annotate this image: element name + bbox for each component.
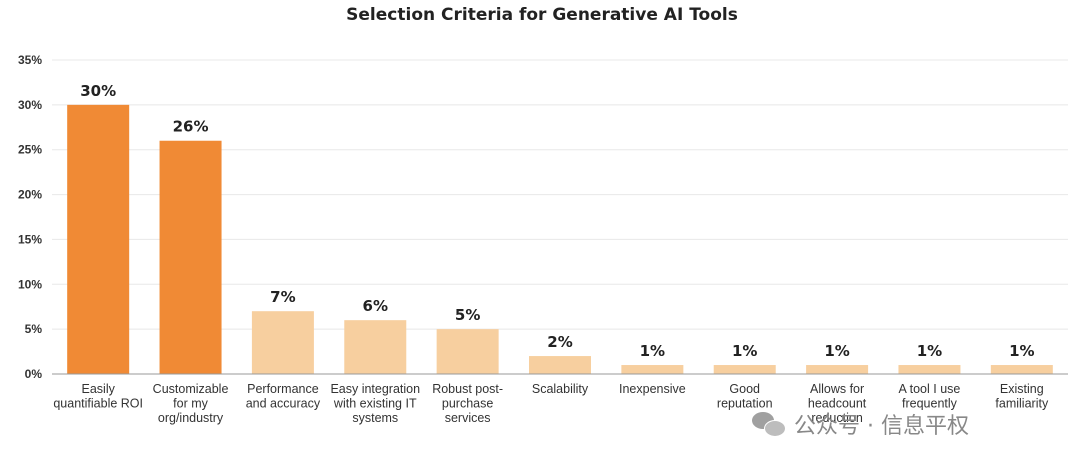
x-category-label-line: Allows for	[810, 382, 864, 396]
watermark: 公众号 · 信息平权	[752, 408, 969, 440]
x-category-label-line: reduction	[811, 411, 862, 425]
x-category-label: A tool I use frequently	[899, 382, 961, 411]
y-tick-label: 0%	[25, 367, 43, 381]
data-label: 2%	[547, 333, 572, 351]
bar	[436, 329, 499, 374]
bar	[67, 104, 130, 374]
x-category-label-line: quantifiable ROI	[53, 397, 143, 411]
data-label: 5%	[455, 306, 480, 324]
x-category-label: Easy integration with existing IT systems	[330, 382, 420, 425]
y-axis-tick-labels: 0% 5% 10% 15% 20% 25% 30% 35%	[18, 53, 42, 381]
x-category-label-line: services	[445, 411, 491, 425]
x-category-label: Customizable for my org/industry	[153, 382, 229, 425]
y-tick-label: 5%	[25, 322, 43, 336]
y-tick-label: 20%	[18, 188, 42, 202]
bars	[67, 104, 1053, 374]
x-category-label: Robust post-purchase services	[432, 382, 503, 425]
x-category-label: Existing familiarity	[995, 382, 1049, 411]
wechat-icon	[752, 410, 786, 438]
x-category-label-line: Performance	[247, 382, 319, 396]
x-category-label: Allows for headcount reduction	[808, 382, 867, 425]
x-category-label-line: Inexpensive	[619, 382, 686, 396]
x-category-label: Performance and accuracy	[246, 382, 321, 411]
x-category-label-line: Good	[729, 382, 760, 396]
x-category-label: Scalability	[532, 382, 589, 396]
x-category-label-line: reputation	[717, 397, 773, 411]
data-label: 1%	[640, 342, 665, 360]
y-tick-label: 10%	[18, 277, 42, 291]
x-category-label-line: Customizable	[153, 382, 229, 396]
x-category-label-line: org/industry	[158, 411, 224, 425]
y-tick-label: 30%	[18, 98, 42, 112]
data-label: 26%	[173, 118, 209, 136]
x-category-label-line: headcount	[808, 397, 867, 411]
bar	[713, 365, 776, 374]
data-label: 6%	[363, 297, 388, 315]
x-category-label-line: and accuracy	[246, 397, 321, 411]
bar	[990, 365, 1053, 374]
x-category-label-line: Scalability	[532, 382, 589, 396]
watermark-text: 公众号 · 信息平权	[794, 414, 969, 439]
x-category-label-line: systems	[352, 411, 398, 425]
bar	[898, 365, 961, 374]
bar	[621, 365, 684, 374]
y-tick-label: 15%	[18, 232, 42, 246]
bar	[806, 365, 869, 374]
data-label: 1%	[917, 342, 942, 360]
x-category-label-line: purchase	[442, 397, 493, 411]
x-category-label-line: Easily	[82, 382, 116, 396]
y-tick-label: 25%	[18, 143, 42, 157]
x-category-label-line: for my	[173, 397, 208, 411]
bar	[251, 311, 314, 374]
x-category-label-line: A tool I use	[899, 382, 961, 396]
data-label: 1%	[732, 342, 757, 360]
x-category-label-line: with existing IT	[333, 397, 417, 411]
x-category-label: Inexpensive	[619, 382, 686, 396]
bar	[159, 140, 222, 374]
data-label: 7%	[270, 288, 295, 306]
x-axis-category-labels: Easily quantifiable ROI Customizable for my…	[53, 382, 1049, 425]
data-label: 1%	[824, 342, 849, 360]
x-category-label-line: Easy integration	[330, 382, 420, 396]
bar	[344, 320, 407, 374]
bar	[529, 356, 591, 374]
x-category-label-line: Existing	[1000, 382, 1044, 396]
y-tick-label: 35%	[18, 53, 42, 67]
x-category-label: Good reputation	[717, 382, 773, 411]
data-label: 1%	[1009, 342, 1034, 360]
x-category-label: Easily quantifiable ROI	[53, 382, 143, 411]
x-category-label-line: familiarity	[995, 397, 1049, 411]
data-label: 30%	[80, 82, 116, 100]
x-category-label-line: Robust post-	[432, 382, 503, 396]
x-category-label-line: frequently	[902, 397, 958, 411]
chart-title: Selection Criteria for Generative AI Too…	[346, 5, 738, 25]
data-labels: 30% 26% 7% 6% 5% 2% 1% 1% 1% 1% 1%	[80, 82, 1034, 360]
